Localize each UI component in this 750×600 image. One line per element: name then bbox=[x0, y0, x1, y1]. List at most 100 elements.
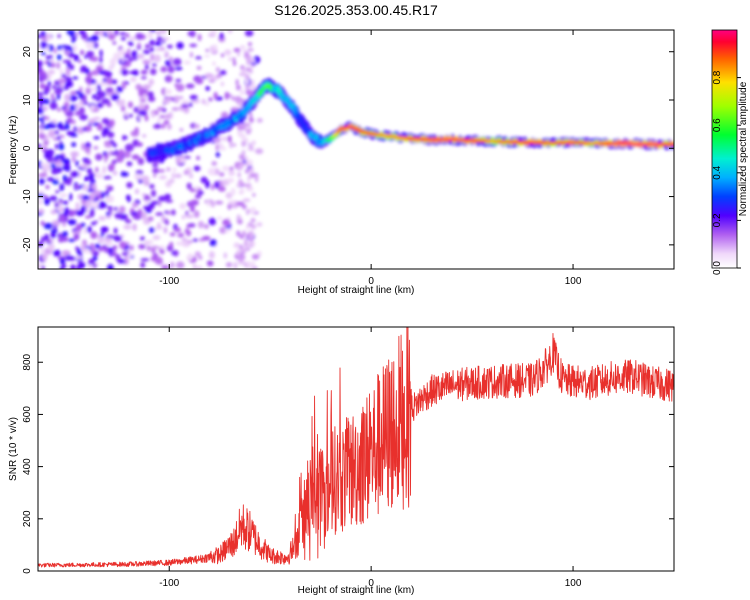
spectrogram-cell bbox=[162, 108, 167, 113]
spectrogram-cell bbox=[72, 230, 82, 235]
spectrogram-cell bbox=[247, 182, 251, 188]
spectrogram-cell bbox=[71, 264, 76, 269]
spectrogram-cell bbox=[163, 226, 168, 234]
spectrogram-cell bbox=[247, 222, 253, 227]
spectrogram-cell bbox=[172, 167, 177, 173]
spectrogram-cell bbox=[176, 241, 183, 246]
spectrogram-cell bbox=[142, 134, 147, 138]
spectrogram-cell bbox=[50, 209, 57, 215]
spectrogram-cell bbox=[54, 202, 60, 208]
spectrogram-cell bbox=[38, 133, 46, 139]
spectrogram-cell bbox=[72, 44, 78, 53]
spectrogram-cell bbox=[97, 90, 105, 99]
spectrogram-cell bbox=[169, 56, 173, 62]
spectrogram-cell bbox=[65, 164, 71, 172]
spectrogram-cell bbox=[208, 251, 215, 259]
spectrogram-cell bbox=[205, 48, 210, 52]
spectrogram-cell bbox=[239, 45, 246, 49]
spectrogram-cell bbox=[67, 80, 74, 88]
spectrogram-cell bbox=[187, 253, 194, 261]
spectrogram-cell bbox=[161, 264, 170, 269]
spectrogram-cell bbox=[247, 208, 251, 214]
spectrogram-cell bbox=[56, 54, 62, 61]
spectrogram-cell bbox=[203, 224, 209, 230]
spectrogram-cell bbox=[109, 58, 117, 66]
spectrogram-cell bbox=[62, 231, 68, 237]
spectrogram-cell bbox=[152, 124, 162, 129]
spectrogram-cell bbox=[248, 173, 251, 180]
spectrogram-cell bbox=[68, 256, 77, 261]
spectrogram-cell bbox=[158, 200, 162, 207]
spectrogram-cell bbox=[237, 125, 242, 131]
spectrogram-cell bbox=[56, 61, 61, 70]
spectrogram-cell bbox=[41, 120, 45, 125]
spectrogram-cell bbox=[147, 31, 153, 39]
spectrogram-cell bbox=[249, 237, 253, 243]
spectrogram-cell bbox=[228, 93, 232, 98]
spectrogram-cell bbox=[43, 115, 49, 121]
colorbar-tick-label: 0.2 bbox=[712, 213, 723, 227]
spectrogram-cell bbox=[93, 146, 99, 150]
spectrogram-cell bbox=[251, 240, 256, 247]
spectrogram-cell bbox=[59, 183, 65, 192]
spectrogram-cell bbox=[120, 171, 129, 177]
spectrogram-cell bbox=[250, 172, 254, 178]
spectrogram-cell bbox=[247, 247, 250, 251]
spectrogram-cell bbox=[235, 201, 245, 206]
spectrogram-cell bbox=[207, 167, 217, 176]
colorbar-tick-label: 0.6 bbox=[712, 118, 723, 132]
spectrogram-cell bbox=[112, 41, 117, 45]
spectrogram-cell bbox=[267, 85, 273, 89]
spectrogram-cell bbox=[245, 89, 254, 96]
spectrogram-cell bbox=[104, 237, 113, 242]
spectrogram-cell bbox=[123, 150, 131, 159]
spectrogram-cell bbox=[232, 57, 236, 62]
spectrogram-cell bbox=[55, 143, 59, 150]
spectrogram-cell bbox=[132, 223, 137, 231]
spectrogram-cell bbox=[128, 36, 138, 41]
spectrogram-cell bbox=[187, 31, 196, 37]
figure-title: S126.2025.353.00.45.R17 bbox=[274, 2, 438, 18]
spectrogram-cell bbox=[112, 245, 118, 250]
spectrogram-cell bbox=[51, 119, 57, 124]
spectrogram-cell bbox=[106, 215, 112, 219]
spectrogram-cell bbox=[58, 143, 65, 151]
spectrogram-cell bbox=[64, 124, 70, 130]
spectrogram-cell bbox=[246, 186, 254, 192]
spectrogram-cell bbox=[120, 69, 129, 76]
spectrogram-cell bbox=[46, 35, 53, 40]
spectrogram-cell bbox=[126, 161, 133, 167]
snr-ytick-label: 0 bbox=[22, 568, 33, 574]
spectrogram-cell bbox=[85, 215, 91, 219]
colorbar: 0.0 0.2 0.4 0.6 0.8 Normalized spectral ampl… bbox=[711, 29, 749, 275]
spectrogram-cell bbox=[43, 197, 50, 206]
spectrogram-cell bbox=[73, 232, 80, 241]
spectrogram-cell bbox=[38, 60, 43, 67]
spectrogram-cell bbox=[38, 262, 41, 269]
spectrogram-cell bbox=[165, 220, 170, 226]
spectrogram-cell bbox=[243, 127, 248, 131]
spectrogram-cell bbox=[52, 179, 60, 185]
spectrogram-cell bbox=[214, 180, 220, 189]
spectrogram-cell bbox=[333, 132, 338, 136]
spectrogram-cell bbox=[219, 70, 227, 76]
spectrogram-cell bbox=[57, 122, 64, 130]
spectrogram-cell bbox=[129, 244, 134, 251]
spectrogram-cell bbox=[121, 36, 126, 41]
snr-panel: -100 0 100 0 200 400 600 800 Height of straight… bbox=[8, 326, 675, 596]
spectrogram-cell bbox=[47, 69, 56, 75]
spectrogram-cell bbox=[43, 98, 50, 105]
spectrogram-cell bbox=[50, 239, 55, 243]
spectrogram-cell bbox=[149, 47, 155, 52]
spectrogram-cell bbox=[215, 143, 219, 152]
spectrogram-cell bbox=[225, 192, 233, 199]
spectrogram-cell bbox=[38, 190, 45, 195]
spectrogram-cell bbox=[111, 159, 117, 165]
spectrogram-cell bbox=[233, 261, 238, 269]
spectrogram-cell bbox=[166, 123, 172, 130]
spectrogram-cell bbox=[105, 189, 109, 197]
spectrogram-cell bbox=[198, 190, 204, 195]
spectrogram-cell bbox=[90, 56, 99, 62]
spectrogram-cell bbox=[78, 252, 83, 257]
spectrogram-cell bbox=[108, 206, 113, 213]
